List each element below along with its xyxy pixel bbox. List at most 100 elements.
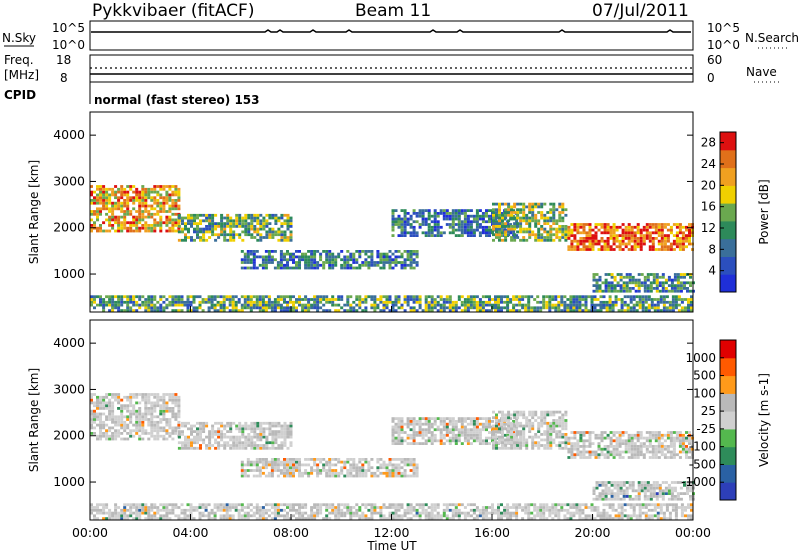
heat-cell xyxy=(123,514,127,518)
heat-cell xyxy=(177,207,181,211)
heat-cell xyxy=(400,261,404,264)
heat-cell xyxy=(226,219,230,223)
heat-cell xyxy=(418,214,422,218)
heat-cell xyxy=(424,431,428,434)
heat-cell xyxy=(570,223,574,226)
heat-cell xyxy=(654,447,658,451)
heat-cell xyxy=(518,300,522,304)
heat-cell xyxy=(525,444,529,447)
heat-cell xyxy=(258,458,262,461)
heat-cell xyxy=(141,303,145,307)
heat-cell xyxy=(241,433,245,436)
heat-cell xyxy=(105,503,109,507)
heat-cell xyxy=(664,281,668,285)
heat-cell xyxy=(654,439,658,443)
heat-cell xyxy=(141,412,145,416)
heat-cell xyxy=(400,231,404,235)
heat-cell xyxy=(376,460,380,464)
heat-cell xyxy=(584,309,588,312)
heat-cell xyxy=(126,204,130,208)
heat-cell xyxy=(637,489,641,493)
heat-cell xyxy=(609,225,613,229)
heat-cell xyxy=(250,222,254,225)
heat-cell xyxy=(558,216,562,220)
heat-cell xyxy=(673,273,677,276)
heat-cell xyxy=(391,442,395,445)
heat-cell xyxy=(114,215,118,219)
heat-cell xyxy=(604,281,608,285)
heat-cell xyxy=(567,248,571,251)
heat-cell xyxy=(598,284,602,287)
heat-cell xyxy=(235,213,239,217)
heat-cell xyxy=(144,432,148,435)
heat-cell xyxy=(678,237,682,240)
heat-cell xyxy=(655,287,659,290)
heat-cell xyxy=(187,213,190,217)
heat-cell xyxy=(249,306,253,310)
heat-cell xyxy=(472,295,476,299)
heat-cell xyxy=(382,309,386,312)
heat-cell xyxy=(613,275,617,279)
heat-cell xyxy=(503,425,507,429)
heat-cell xyxy=(595,284,599,287)
heat-cell xyxy=(304,255,308,259)
heat-cell xyxy=(639,237,643,240)
heat-cell xyxy=(515,428,519,432)
heat-cell xyxy=(552,219,556,223)
heat-cell xyxy=(307,309,311,312)
heat-cell xyxy=(566,306,570,310)
heat-cell xyxy=(144,404,148,408)
heat-cell xyxy=(564,444,568,447)
heat-cell xyxy=(569,295,573,299)
heat-cell xyxy=(412,209,416,212)
heat-cell xyxy=(117,398,121,402)
heat-cell xyxy=(135,221,139,225)
heat-cell xyxy=(346,250,350,253)
heat-cell xyxy=(637,289,641,293)
heat-cell xyxy=(247,427,251,431)
heat-cell xyxy=(123,437,127,441)
heat-cell xyxy=(220,227,224,231)
heat-cell xyxy=(283,295,286,299)
heat-cell xyxy=(186,300,190,304)
heat-cell xyxy=(430,425,434,429)
heat-cell xyxy=(605,303,609,307)
heat-cell xyxy=(259,227,263,231)
heat-cell xyxy=(246,250,250,253)
heat-cell xyxy=(165,407,169,410)
heat-cell xyxy=(235,438,239,442)
heat-cell xyxy=(177,426,181,430)
heat-cell xyxy=(421,422,425,426)
heat-cell xyxy=(466,225,470,229)
heat-cell xyxy=(648,450,652,454)
heat-cell xyxy=(153,229,157,233)
heat-cell xyxy=(385,300,389,304)
heat-cell xyxy=(664,287,668,290)
heat-cell xyxy=(135,300,139,304)
heat-cell xyxy=(469,231,473,235)
heat-cell xyxy=(289,295,292,299)
heat-cell xyxy=(223,444,227,447)
heat-cell xyxy=(117,395,121,399)
heat-cell xyxy=(159,309,163,312)
heat-cell xyxy=(454,439,458,443)
heat-cell xyxy=(120,423,124,427)
heat-cell xyxy=(633,248,637,251)
heat-cell xyxy=(174,300,178,304)
heat-cell xyxy=(646,284,650,287)
heat-cell xyxy=(504,211,508,214)
heat-cell xyxy=(240,474,244,478)
heat-cell xyxy=(516,446,520,450)
heat-cell xyxy=(196,421,199,425)
heat-cell xyxy=(180,298,184,301)
heat-cell xyxy=(415,463,419,467)
heat-cell xyxy=(141,190,145,194)
heat-cell xyxy=(159,418,163,421)
heat-cell xyxy=(433,234,437,237)
heat-cell xyxy=(99,434,102,438)
heat-cell xyxy=(292,261,295,264)
heat-cell xyxy=(663,225,667,229)
heat-cell xyxy=(573,456,577,459)
heat-cell xyxy=(322,266,326,270)
heat-cell xyxy=(208,236,212,239)
